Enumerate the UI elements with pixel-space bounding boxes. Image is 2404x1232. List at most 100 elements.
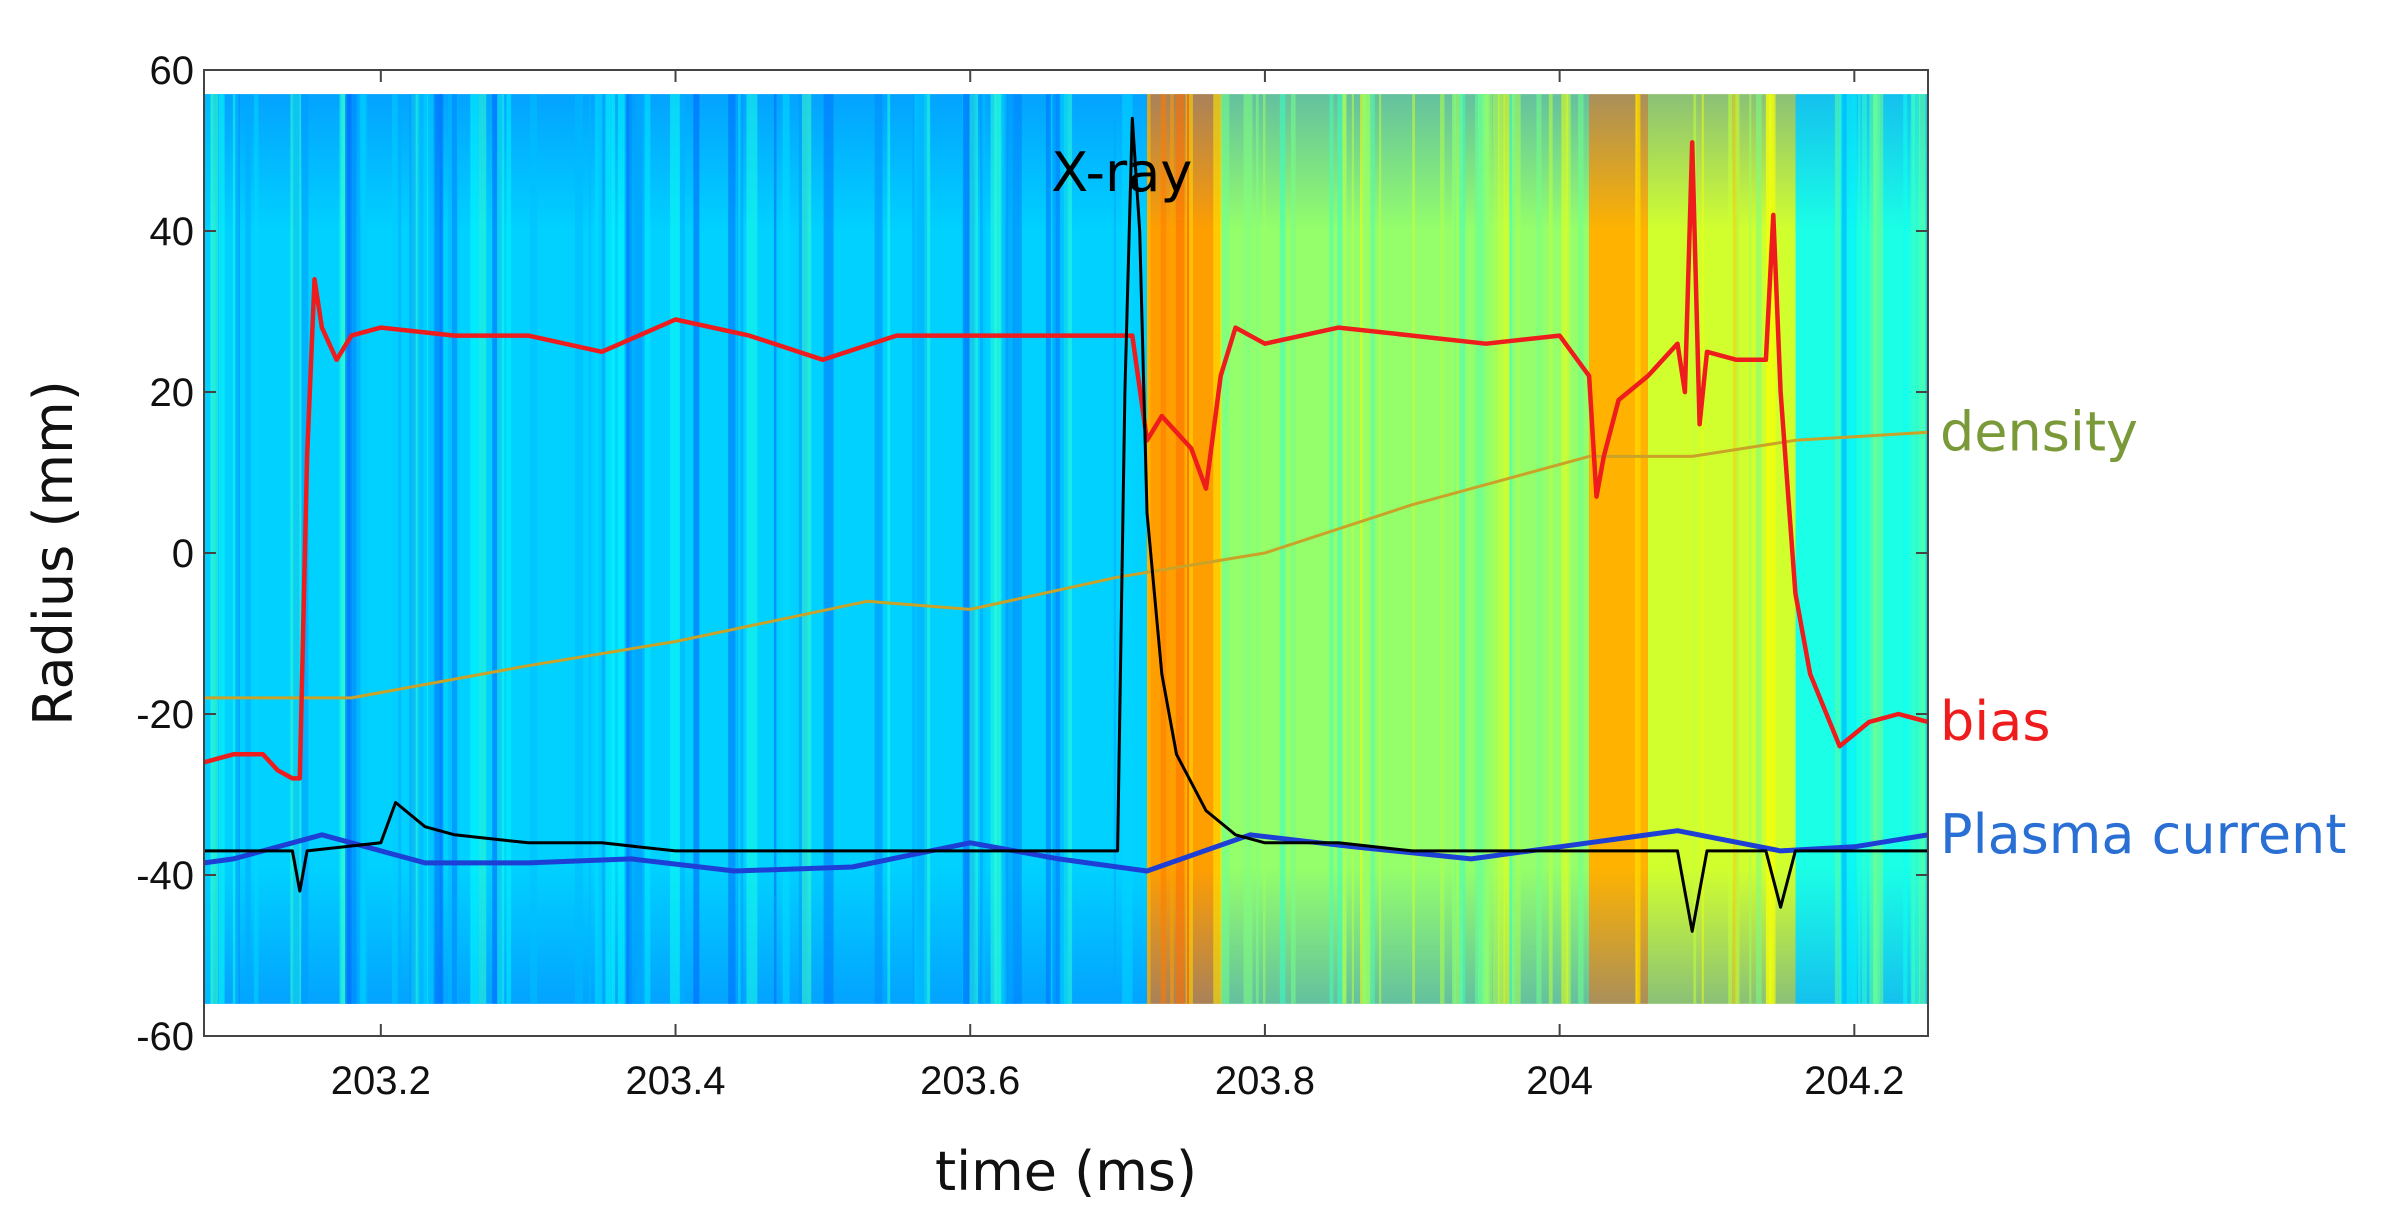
heatmap-streak — [1834, 94, 1841, 1004]
series-label-bias: bias — [1940, 690, 2051, 753]
heatmap-streak — [341, 94, 346, 1004]
heatmap-streak — [428, 94, 435, 1004]
heatmap-streak — [1511, 94, 1521, 1004]
y-tick-label: 20 — [150, 371, 195, 415]
heatmap-streak — [204, 94, 211, 1004]
heatmap-streak — [1329, 94, 1334, 1004]
heatmap-streak — [624, 94, 630, 1004]
series-line-bias — [204, 140, 1928, 781]
series-lines — [204, 116, 1928, 933]
heatmap-streak — [1452, 94, 1463, 1004]
heatmap-streak — [1045, 94, 1052, 1004]
heatmap-streak — [1459, 94, 1466, 1004]
heatmap-streak — [1498, 94, 1505, 1004]
heatmap-streak — [346, 94, 351, 1004]
heatmap-streak — [1379, 94, 1382, 1004]
heatmap-streak — [530, 94, 538, 1004]
heatmap-streak — [293, 94, 300, 1004]
heatmap-streak — [773, 94, 777, 1004]
heatmap-streak — [1578, 94, 1584, 1004]
heatmap-streak — [1693, 94, 1697, 1004]
heatmap-streak — [588, 94, 592, 1004]
heatmap-streak — [1765, 94, 1776, 1004]
heatmap-streak — [801, 94, 812, 1004]
heatmap-streak — [609, 94, 613, 1004]
x-tick-label: 203.6 — [920, 1059, 1020, 1103]
heatmap-streak — [1005, 94, 1015, 1004]
heatmap-streak — [1925, 94, 1928, 1004]
y-tick-label: 0 — [172, 532, 194, 576]
heatmap-streak — [1113, 94, 1116, 1004]
heatmap-streak — [1841, 94, 1847, 1004]
heatmap-streak — [981, 94, 986, 1004]
heatmap-streak — [617, 94, 626, 1004]
heatmap-streak — [594, 94, 603, 1004]
heatmap-streak — [969, 94, 978, 1004]
heatmap-streak — [1858, 94, 1861, 1004]
heatmap-streak — [1919, 94, 1928, 1004]
heatmap-streak — [1012, 94, 1022, 1004]
heatmap-streak — [1749, 94, 1752, 1004]
heatmap-streak — [1735, 94, 1740, 1004]
y-tick-label: 40 — [150, 210, 195, 254]
heatmap-streak — [253, 94, 259, 1004]
heatmap-streak — [478, 94, 487, 1004]
heatmap-streak — [451, 94, 457, 1004]
x-tick-label: 204.2 — [1804, 1059, 1904, 1103]
heatmap-streak — [1122, 94, 1133, 1004]
heatmap-streak — [963, 94, 974, 1004]
heatmap-streak — [497, 94, 505, 1004]
heatmap-streak — [245, 94, 251, 1004]
heatmap-streak — [874, 94, 883, 1004]
heatmap-streak — [210, 94, 219, 1004]
heatmap-streak — [1213, 94, 1222, 1004]
heatmap-streak — [1052, 94, 1061, 1004]
y-tick-label: -40 — [136, 854, 194, 898]
heatmap-streak — [492, 94, 502, 1004]
y-axis: 60 40 20 0 -20 -40 -60 — [136, 49, 1928, 1059]
heatmap-streak — [359, 94, 365, 1004]
y-axis-title: Radius (mm) — [22, 380, 85, 726]
heatmap-streak — [352, 94, 356, 1004]
heatmap-streak — [235, 94, 240, 1004]
heatmap-streak — [1503, 94, 1510, 1004]
series-line-density — [204, 430, 1928, 700]
heatmap-streak — [1635, 94, 1641, 1004]
heatmap-streak — [1548, 94, 1553, 1004]
heatmap-streak — [1492, 94, 1500, 1004]
heatmap-stripes — [204, 94, 1928, 1004]
heatmap-streak — [392, 94, 398, 1004]
heatmap-streak — [1453, 94, 1456, 1004]
series-line-x-ray — [204, 116, 1928, 933]
heatmap-streak — [1701, 94, 1704, 1004]
heatmap-streak — [1370, 94, 1375, 1004]
heatmap-streak — [1412, 94, 1416, 1004]
heatmap-streak — [670, 94, 680, 1004]
heatmap-streak — [1850, 94, 1857, 1004]
heatmap-streak — [470, 94, 479, 1004]
series-line-plasma-current — [204, 828, 1928, 874]
x-tick-label: 203.4 — [625, 1059, 725, 1103]
x-axis-title: time (ms) — [935, 1140, 1197, 1203]
heatmap-streak — [1186, 94, 1190, 1004]
heatmap-streak — [1561, 94, 1569, 1004]
heatmap-streak — [626, 94, 632, 1004]
heatmap-streak — [1910, 94, 1921, 1004]
heatmap-streak — [409, 94, 416, 1004]
heatmap-streak — [728, 94, 736, 1004]
heatmap-streak — [738, 94, 741, 1004]
heatmap-streak — [1861, 94, 1867, 1004]
heatmap-streak — [693, 94, 700, 1004]
series-label-plasma-current: Plasma current — [1940, 803, 2346, 866]
x-tick-label: 203.2 — [331, 1059, 431, 1103]
x-tick-label: 204 — [1526, 1059, 1593, 1103]
heatmap-streak — [887, 94, 891, 1004]
heatmap-streak — [1536, 94, 1542, 1004]
heatmap-streak — [1873, 94, 1878, 1004]
heatmap-streak — [1440, 94, 1445, 1004]
heatmap-streak — [1263, 94, 1266, 1004]
x-axis: 203.2 203.4 203.6 203.8 204 204.2 — [331, 70, 1904, 1103]
heatmap-streak — [358, 94, 361, 1004]
heatmap-streak — [1755, 94, 1762, 1004]
